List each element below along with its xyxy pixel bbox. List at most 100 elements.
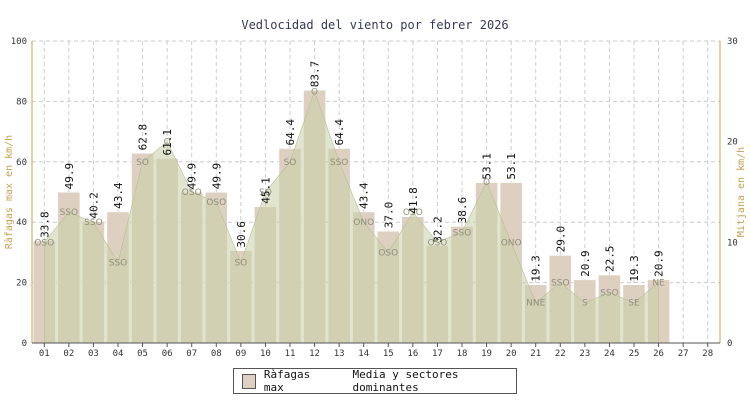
- x-tick-label: 25: [629, 349, 640, 359]
- value-labels: 33.8 49.9 40.2 43.4 62.8 61.1 49.9 49.9 30.6 45.1…: [38, 61, 665, 282]
- gust-value-label: 43.4: [112, 182, 125, 209]
- gust-value-label: 29.0: [554, 226, 567, 253]
- direction-label: SO: [259, 188, 272, 198]
- legend-swatch-gusts: [242, 373, 256, 389]
- gust-value-label: 19.3: [530, 255, 543, 282]
- gust-value-label: 40.2: [87, 192, 100, 219]
- legend: Ràfagas max Media y sectores dominantes: [233, 368, 517, 394]
- gust-value-label: 53.1: [505, 153, 518, 180]
- x-tick-label: 20: [506, 349, 517, 359]
- direction-label: SSO: [109, 258, 128, 268]
- x-tick-label: 01: [39, 349, 50, 359]
- gust-value-label: 53.1: [481, 153, 494, 179]
- gust-value-label: 83.7: [309, 61, 322, 88]
- x-tick-label: 08: [211, 349, 222, 359]
- gust-value-label: 41.8: [407, 187, 420, 214]
- direction-label: OSO: [403, 208, 423, 218]
- y-tick-right: 10: [727, 238, 738, 248]
- gust-value-label: 61.1: [161, 129, 174, 156]
- x-tick-label: 04: [113, 349, 124, 359]
- direction-label: SSO: [330, 158, 349, 168]
- gust-value-label: 37.0: [382, 202, 395, 229]
- gust-value-label: 38.6: [456, 197, 469, 224]
- x-tick-label: 21: [530, 349, 541, 359]
- chart-title: Vedlocidad del viento por febrer 2026: [241, 18, 508, 32]
- direction-label: NNE: [526, 299, 545, 309]
- gust-value-label: 49.9: [210, 163, 223, 190]
- direction-label: S: [582, 299, 588, 309]
- direction-label: ONO: [501, 238, 522, 248]
- x-tick-label: 02: [63, 349, 74, 359]
- direction-label: SSO: [551, 279, 570, 289]
- axes: 0 20 40 60 80 100 0 10 20 30 01 02 03 04 05 06 07 08 09 10 1…: [11, 37, 738, 359]
- x-tick-label: 09: [235, 349, 246, 359]
- direction-label: SSO: [600, 289, 619, 299]
- x-tick-label: 07: [186, 349, 197, 359]
- legend-label-average: Media y sectores dominantes: [352, 368, 459, 394]
- x-tick-label: 18: [457, 349, 468, 359]
- gust-value-label: 43.4: [358, 182, 371, 209]
- x-tick-label: 14: [358, 349, 369, 359]
- direction-label: SSO: [453, 228, 472, 238]
- x-tick-label: 15: [383, 349, 394, 359]
- direction-label: ONO: [353, 218, 374, 228]
- y-tick-right: 0: [727, 339, 732, 349]
- direction-label: OSO: [206, 198, 226, 208]
- x-tick-label: 28: [702, 349, 713, 359]
- gust-value-label: 20.9: [653, 250, 666, 277]
- direction-label: O: [311, 87, 318, 97]
- gust-value-label: 62.8: [137, 124, 150, 151]
- gust-value-label: 33.8: [38, 211, 51, 238]
- direction-label: OSO: [378, 248, 398, 258]
- x-tick-label: 24: [604, 349, 615, 359]
- direction-label: SO: [136, 158, 149, 168]
- x-tick-label: 16: [407, 349, 418, 359]
- direction-label: O: [164, 138, 171, 148]
- direction-label: SE: [628, 299, 640, 309]
- x-tick-label: 12: [309, 349, 320, 359]
- gust-value-label: 45.1: [259, 177, 272, 204]
- y-tick-right: 30: [727, 37, 738, 47]
- x-tick-label: 11: [285, 349, 296, 359]
- x-tick-label: 23: [579, 349, 590, 359]
- gust-value-label: 49.9: [63, 163, 76, 190]
- gust-value-label: 20.9: [579, 250, 592, 277]
- direction-label: OSO: [182, 188, 202, 198]
- x-tick-label: 17: [432, 349, 443, 359]
- direction-label: SSO: [60, 208, 79, 218]
- average-area: [43, 90, 659, 344]
- average-area-path: [43, 90, 659, 344]
- gust-value-label: 49.9: [186, 163, 199, 190]
- y-tick-left: 20: [16, 279, 27, 289]
- y-tick-left: 60: [16, 158, 27, 168]
- x-tick-label: 03: [88, 349, 99, 359]
- direction-label: SO: [234, 258, 247, 268]
- direction-label: OSO: [34, 238, 54, 248]
- x-tick-label: 10: [260, 349, 271, 359]
- gust-value-label: 22.5: [603, 246, 616, 273]
- legend-label-gusts: Ràfagas max: [263, 368, 311, 394]
- y-axis-label-left: Ràfagas max en km/h: [3, 135, 15, 249]
- direction-label: O: [483, 178, 490, 188]
- gust-value-label: 32.2: [431, 216, 444, 243]
- y-axis-label-right: Mitjana en km/h: [736, 147, 747, 237]
- y-tick-left: 40: [16, 218, 27, 228]
- direction-label: SO: [284, 158, 297, 168]
- x-tick-label: 22: [555, 349, 566, 359]
- gust-value-label: 64.4: [284, 119, 297, 146]
- y-tick-left: 100: [11, 37, 27, 47]
- gust-value-label: 64.4: [333, 119, 346, 146]
- gust-value-label: 30.6: [235, 221, 248, 248]
- x-tick-label: 13: [334, 349, 345, 359]
- x-tick-label: 27: [678, 349, 689, 359]
- x-tick-label: 19: [481, 349, 492, 359]
- y-tick-left: 0: [22, 339, 27, 349]
- direction-label: SSO: [84, 218, 103, 228]
- y-tick-right: 20: [727, 138, 738, 148]
- x-tick-label: 26: [653, 349, 664, 359]
- gust-value-label: 19.3: [628, 255, 641, 282]
- x-tick-label: 05: [137, 349, 148, 359]
- x-tick-label: 06: [162, 349, 173, 359]
- direction-label: NE: [652, 279, 665, 289]
